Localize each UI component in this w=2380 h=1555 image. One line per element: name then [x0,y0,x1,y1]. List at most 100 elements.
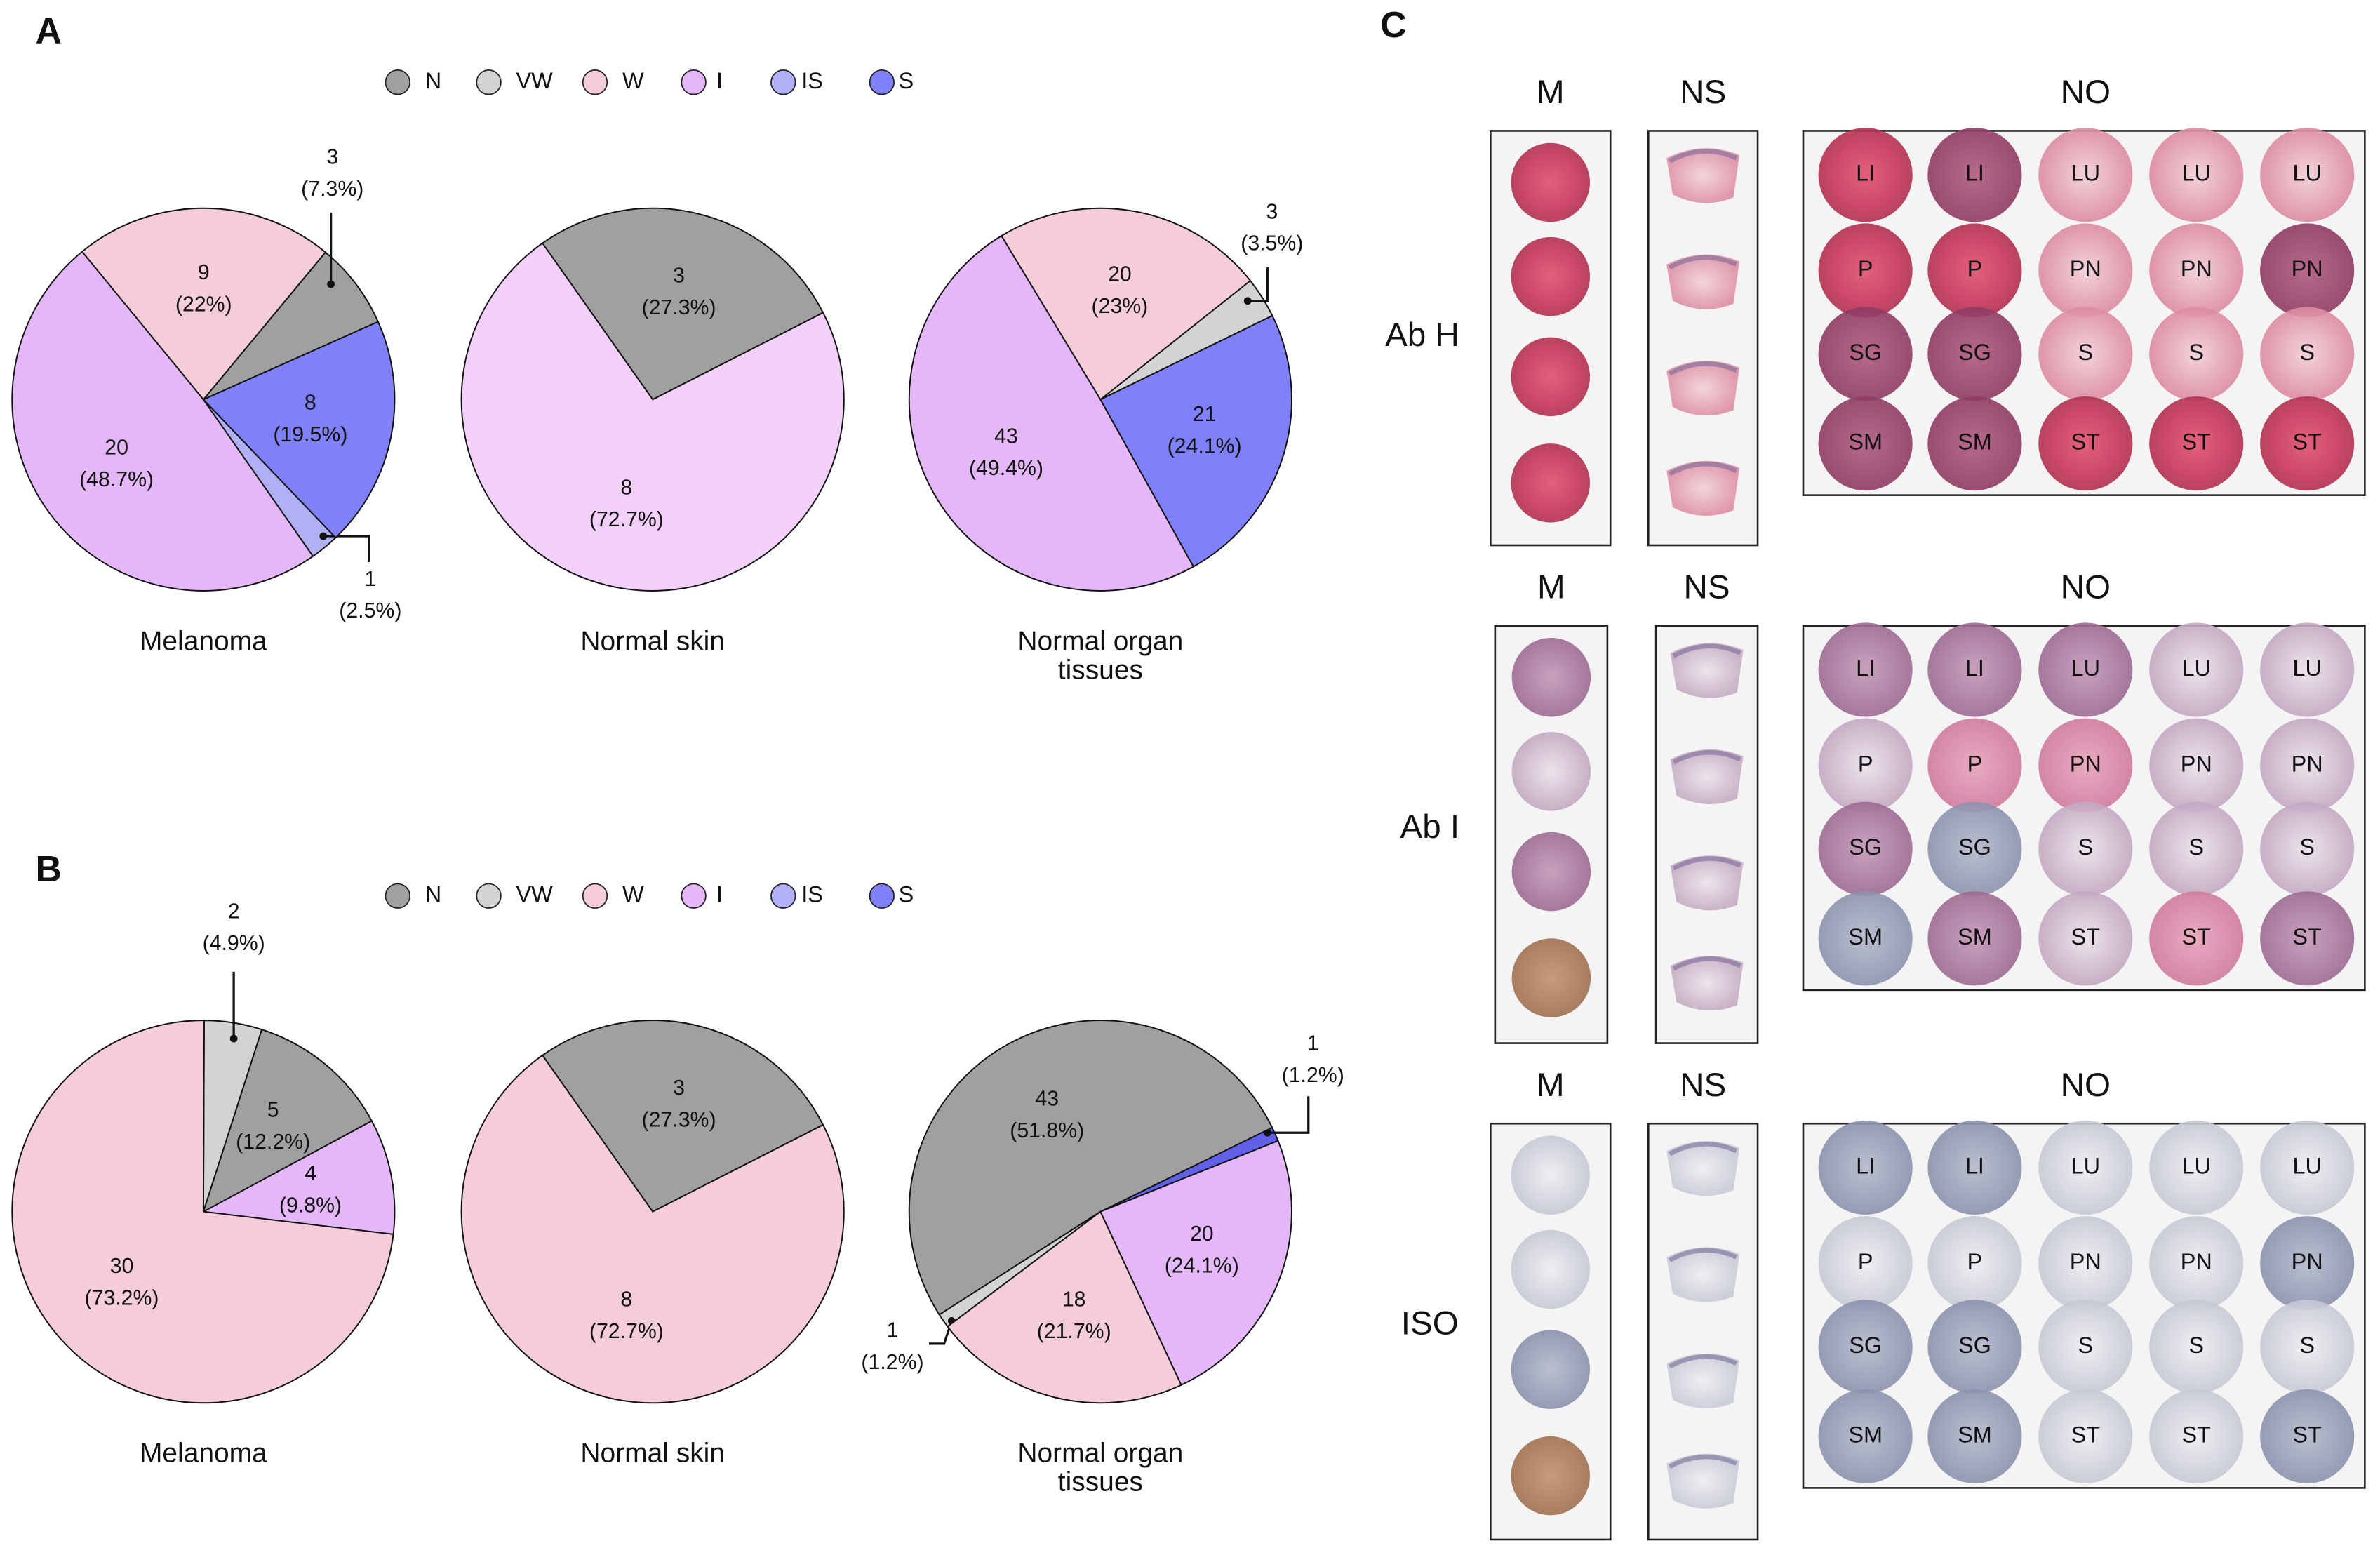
core-label: LU [2182,1154,2211,1179]
legend-label: S [899,68,914,93]
pie-percent-label: (27.3%) [642,296,716,319]
tissue-core [1818,1120,1913,1215]
tissue-section [1670,749,1744,804]
core-label: PN [2181,751,2212,776]
tissue-core [2149,1216,2244,1311]
core-label: LI [1856,1154,1875,1179]
core-label: ST [2292,924,2322,949]
tissue-core [2260,1216,2355,1311]
tissue-section [1666,460,1740,516]
pie-title: Normal organ tissues [1017,627,1184,686]
column-header: NO [2061,568,2111,606]
pie-value-label: 4 [305,1162,316,1185]
pie-percent-label: (9.8%) [279,1194,342,1217]
tissue-core [1927,128,2022,222]
tissue-core [1927,307,2022,401]
tissue-core [1511,732,1591,811]
core-label: PN [2292,751,2323,776]
pie-value-label: 21 [1193,403,1217,426]
core-label: LU [2292,1154,2321,1179]
pie-value-label: 30 [110,1255,134,1278]
legend-swatch [681,69,707,95]
tissue-core [2149,396,2244,491]
pie-value-label: 5 [267,1098,279,1121]
tissue-core [2260,1120,2355,1215]
legend-label: VW [516,68,554,93]
tissue-core [2260,718,2355,813]
tissue-core [1511,1229,1591,1309]
row-label: Ab I [1400,808,1459,846]
core-label: LU [2292,655,2321,681]
core-label: ST [2071,1422,2101,1447]
tissue-section [1666,148,1740,203]
tissue-core [2149,718,2244,813]
pie-percent-label: (73.2%) [85,1286,159,1309]
pie-slice [541,1020,824,1213]
tissue-core [2149,307,2244,401]
core-label: SG [1849,834,1882,860]
tissue-core [1511,1330,1591,1409]
tissue-section [1670,855,1744,911]
tissue-core [2038,622,2133,717]
pie-slice [11,251,314,592]
tissue-core [1927,801,2022,896]
tissue-core [2038,223,2133,318]
pie-value-label: 8 [620,476,632,499]
tissue-core [2038,718,2133,813]
pie-slice [81,207,327,401]
legend-label: S [899,881,914,907]
pie-value-label: 20 [105,436,128,459]
legend-label: I [716,68,723,93]
column-header: NO [2061,1067,2111,1104]
tissue-core [1818,128,1913,222]
tissue-core [2038,1389,2133,1483]
core-label: PN [2292,256,2323,281]
core-label: LI [1965,655,1984,681]
core-label: LI [1965,161,1984,186]
core-label: SG [1958,834,1991,860]
tissue-core [1818,1216,1913,1311]
legend-label: IS [801,881,823,907]
legend-label: I [716,881,723,907]
tissue-edge [1669,149,1738,163]
tissue-core [1511,1436,1591,1516]
row-label: Ab H [1385,316,1459,354]
tissue-section [1670,956,1744,1011]
pie-value-label: 1 [887,1319,899,1342]
pie-value-label: 8 [620,1288,632,1312]
core-label: S [2188,834,2204,860]
tissue-core [1927,622,2022,717]
tissue-core [2260,223,2355,318]
tissue-core [2260,891,2355,986]
column-header: M [1537,1067,1565,1104]
legend-swatch [476,69,502,95]
tissue-core [2149,128,2244,222]
tissue-core [1511,1135,1591,1215]
pie-value-label: 1 [364,568,376,591]
pie-percent-label: (1.2%) [1282,1064,1344,1087]
pie-value-label: 9 [198,261,210,284]
legend-swatch [869,883,895,909]
tissue-core [2149,801,2244,896]
tissue-core [2149,1300,2244,1394]
column-header: NS [1684,568,1730,606]
core-label: S [2188,340,2204,365]
tissue-section [1666,1141,1740,1196]
pie-percent-label: (2.5%) [339,599,401,622]
tissue-core [1511,832,1591,912]
core-label: LU [2071,655,2100,681]
core-label: PN [2292,1249,2323,1274]
pie-slice [11,1020,394,1404]
tissue-core [2260,801,2355,896]
core-label: P [1967,1249,1983,1274]
pie-percent-label: (3.5%) [1241,232,1303,255]
core-label: SG [1958,340,1991,365]
leader-dot [319,532,328,540]
panel-label: C [1380,5,1407,46]
tissue-core [1818,891,1913,986]
core-label: SM [1958,924,1992,949]
legend-swatch [582,883,608,909]
tissue-core [1818,1389,1913,1483]
tissue-core [2149,223,2244,318]
tissue-core [2260,128,2355,222]
